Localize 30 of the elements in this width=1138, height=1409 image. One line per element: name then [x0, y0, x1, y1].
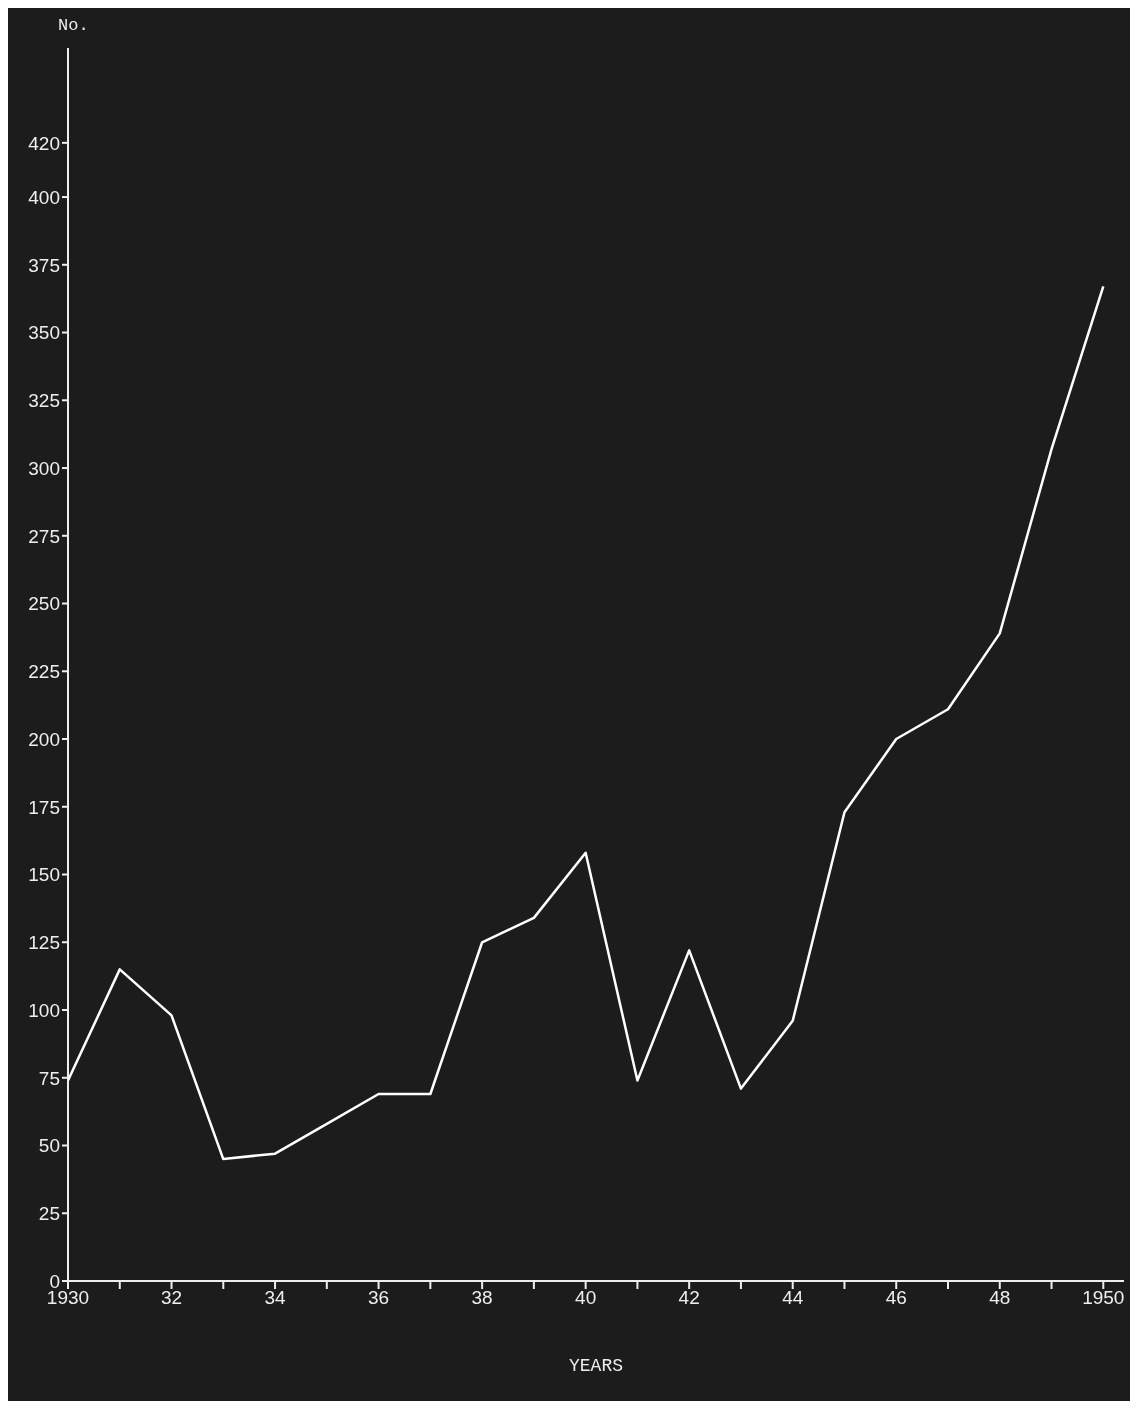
y-tick-label: 25: [38, 1203, 60, 1224]
y-tick-label: 250: [28, 593, 60, 615]
x-tick-label: 32: [160, 1287, 183, 1309]
y-tick-label: 125: [28, 932, 60, 954]
x-tick-label: 44: [782, 1287, 804, 1309]
y-tick-label: 325: [28, 390, 60, 412]
x-tick-label: 42: [678, 1287, 700, 1309]
y-tick-label: 375: [28, 254, 60, 276]
y-tick-label: 420: [28, 132, 60, 154]
y-tick-label: 350: [28, 322, 60, 344]
x-tick-label: 36: [368, 1287, 390, 1309]
x-tick-label: 34: [264, 1287, 287, 1309]
x-tick-label: 1950: [1082, 1287, 1125, 1309]
y-tick-label: 275: [28, 525, 60, 547]
y-axis-title: No.: [58, 16, 89, 35]
x-axis-title: YEARS: [568, 1356, 624, 1376]
y-tick-label: 50: [38, 1135, 60, 1157]
y-tick-label: 225: [28, 661, 60, 683]
y-tick-label: 100: [28, 999, 60, 1021]
line-series: [68, 285, 1105, 1161]
y-tick-label: 150: [28, 864, 60, 886]
y-tick-label: 400: [28, 186, 60, 208]
y-tick-label: 75: [38, 1067, 60, 1089]
y-tick-label: 300: [28, 457, 60, 479]
y-tick-label: 175: [28, 796, 60, 818]
x-tick-label: 38: [471, 1287, 493, 1309]
x-tick-label: 48: [989, 1287, 1011, 1309]
x-tick-label: 40: [575, 1287, 597, 1309]
x-tick-label: 46: [885, 1287, 907, 1309]
y-tick-label: 200: [28, 728, 60, 750]
